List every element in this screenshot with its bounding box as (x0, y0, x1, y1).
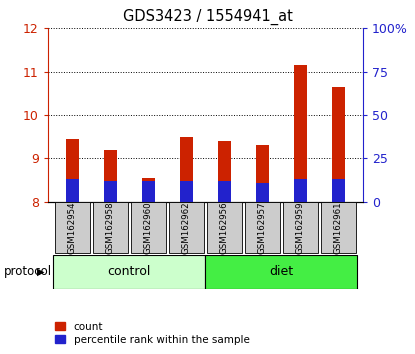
Bar (142, 181, 155, 202)
Text: GDS3423 / 1554941_at: GDS3423 / 1554941_at (122, 9, 293, 25)
FancyBboxPatch shape (93, 202, 128, 253)
Bar (256, 183, 269, 202)
Bar (104, 181, 117, 202)
FancyBboxPatch shape (54, 202, 90, 253)
Text: diet: diet (269, 265, 293, 278)
Text: GSM162957: GSM162957 (258, 201, 267, 254)
Bar (180, 137, 193, 202)
Bar (332, 87, 345, 202)
FancyBboxPatch shape (244, 202, 280, 253)
Bar (332, 179, 345, 202)
Bar (218, 141, 231, 202)
Legend: count, percentile rank within the sample: count, percentile rank within the sample (51, 317, 254, 349)
Text: GSM162956: GSM162956 (220, 201, 229, 254)
Text: control: control (108, 265, 151, 278)
Bar (142, 178, 155, 202)
Text: GSM162954: GSM162954 (68, 201, 77, 254)
Text: GSM162960: GSM162960 (144, 201, 153, 254)
FancyBboxPatch shape (131, 202, 166, 253)
Bar (218, 181, 231, 202)
FancyBboxPatch shape (205, 255, 357, 289)
FancyBboxPatch shape (207, 202, 242, 253)
Text: GSM162961: GSM162961 (334, 201, 343, 254)
Text: GSM162958: GSM162958 (106, 201, 115, 254)
Bar (256, 145, 269, 202)
Bar (66, 139, 79, 202)
FancyBboxPatch shape (54, 255, 205, 289)
Bar (294, 179, 307, 202)
Text: GSM162962: GSM162962 (182, 201, 191, 254)
Bar (66, 179, 79, 202)
Bar (180, 181, 193, 202)
FancyBboxPatch shape (320, 202, 356, 253)
FancyBboxPatch shape (283, 202, 318, 253)
Text: protocol: protocol (4, 265, 52, 278)
Text: ▶: ▶ (37, 267, 44, 277)
Bar (294, 65, 307, 202)
Bar (104, 150, 117, 202)
Text: GSM162959: GSM162959 (296, 201, 305, 254)
FancyBboxPatch shape (168, 202, 204, 253)
